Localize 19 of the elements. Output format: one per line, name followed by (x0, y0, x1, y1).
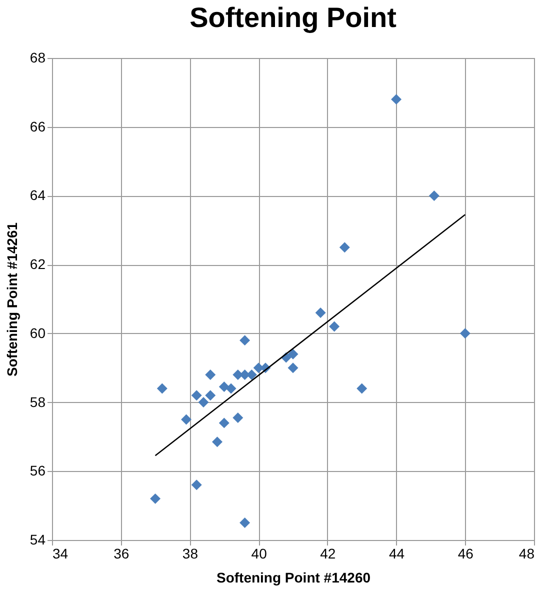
x-tick-label: 42 (320, 546, 336, 562)
y-tick-label: 62 (30, 256, 46, 272)
x-tick-label: 34 (52, 546, 68, 562)
x-axis-title: Softening Point #14260 (216, 570, 371, 586)
y-tick-label: 68 (30, 50, 46, 66)
y-tick-label: 60 (30, 324, 46, 341)
x-tick-label: 46 (458, 546, 474, 562)
x-tick-label: 40 (251, 546, 268, 562)
x-tick-label: 48 (518, 546, 535, 562)
y-tick-label: 66 (30, 118, 46, 134)
x-tick-label: 38 (182, 546, 198, 562)
y-axis-title: Softening Point #14261 (4, 222, 20, 377)
y-tick-label: 64 (30, 187, 46, 204)
x-tick-label: 44 (388, 546, 405, 562)
x-tick-label: 36 (114, 546, 130, 562)
y-tick-label: 56 (30, 462, 46, 479)
y-tick-label: 58 (30, 394, 46, 410)
chart-title: Softening Point (190, 2, 396, 33)
y-tick-label: 54 (30, 532, 46, 548)
